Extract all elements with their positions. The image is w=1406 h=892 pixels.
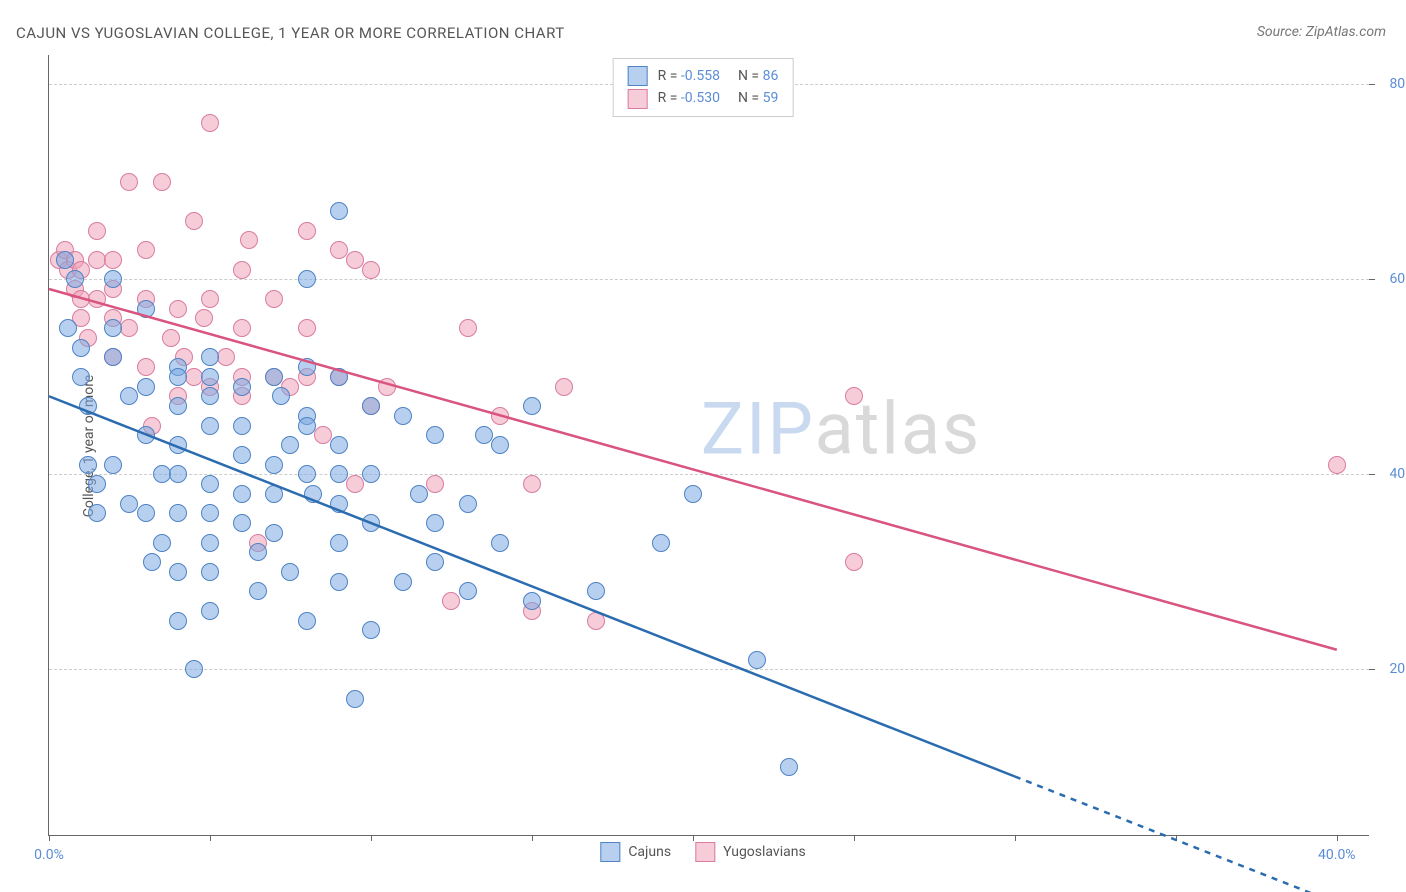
x-tick-mark [49, 835, 50, 841]
chart-title: CAJUN VS YUGOSLAVIAN COLLEGE, 1 YEAR OR … [16, 24, 565, 42]
legend-stats: R = -0.558N = 86 [658, 65, 779, 87]
x-tick-mark [1337, 835, 1338, 841]
source-label: Source: ZipAtlas.com [1257, 24, 1386, 40]
legend-swatch [628, 89, 648, 109]
y-tick-label: 60.0% [1389, 271, 1406, 287]
x-tick-mark [1015, 835, 1016, 841]
legend-item: Cajuns [600, 842, 671, 862]
correlation-legend: R = -0.558N = 86R = -0.530N = 59 [613, 58, 794, 117]
legend-swatch [600, 842, 620, 862]
x-tick-mark [371, 835, 372, 841]
trend-line [49, 396, 1015, 776]
x-tick-mark [854, 835, 855, 841]
y-tick-label: 20.0% [1389, 661, 1406, 677]
plot-area: ZIPatlas 20.0%40.0%60.0%80.0%0.0%40.0% [48, 55, 1369, 836]
legend-label: Cajuns [628, 844, 671, 860]
legend-row: R = -0.530N = 59 [628, 87, 779, 109]
chart-container: CAJUN VS YUGOSLAVIAN COLLEGE, 1 YEAR OR … [0, 0, 1406, 892]
legend-swatch [628, 66, 648, 86]
y-tick-label: 40.0% [1389, 466, 1406, 482]
x-tick-label: 40.0% [1318, 847, 1356, 863]
legend-stats: R = -0.530N = 59 [658, 87, 779, 109]
y-tick-mark [1369, 84, 1375, 85]
y-tick-label: 80.0% [1389, 76, 1406, 92]
y-tick-mark [1369, 279, 1375, 280]
x-tick-mark [210, 835, 211, 841]
y-tick-mark [1369, 474, 1375, 475]
y-tick-mark [1369, 669, 1375, 670]
trend-line [49, 289, 1337, 650]
series-legend: Cajuns Yugoslavians [600, 842, 805, 862]
trend-line [1015, 777, 1337, 892]
x-tick-label: 0.0% [34, 847, 64, 863]
legend-item: Yugoslavians [695, 842, 806, 862]
trend-layer [49, 55, 1369, 835]
x-tick-mark [693, 835, 694, 841]
legend-row: R = -0.558N = 86 [628, 65, 779, 87]
x-tick-mark [532, 835, 533, 841]
legend-swatch [695, 842, 715, 862]
legend-label: Yugoslavians [723, 844, 806, 860]
